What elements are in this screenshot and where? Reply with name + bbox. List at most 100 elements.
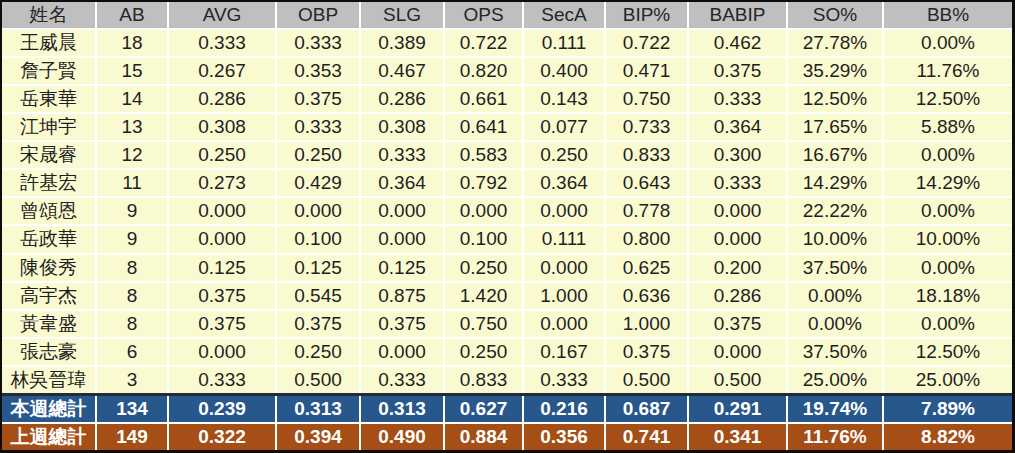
player-name-cell: 高宇杰 (2, 282, 96, 310)
stat-cell: 0.00% (787, 282, 883, 310)
stat-cell: 12.50% (883, 338, 1012, 366)
stat-cell: 37.50% (787, 338, 883, 366)
stat-cell: 0.250 (444, 254, 523, 282)
stat-cell: 0.250 (168, 141, 276, 169)
stat-cell: 0.100 (276, 225, 360, 253)
stat-cell: 6 (96, 338, 168, 366)
stat-cell: 5.88% (883, 113, 1012, 141)
total-stat-cell: 0.356 (523, 423, 605, 450)
stat-cell: 0.583 (444, 141, 523, 169)
total-stat-cell: 8.82% (883, 423, 1012, 450)
player-name-cell: 詹子賢 (2, 57, 96, 85)
stat-cell: 0.733 (605, 113, 688, 141)
player-name-cell: 宋晟睿 (2, 141, 96, 169)
table-row: 岳東華140.2860.3750.2860.6610.1430.7500.333… (2, 85, 1012, 113)
total-stat-cell: 0.627 (444, 394, 523, 423)
stat-cell: 0.308 (360, 113, 444, 141)
stat-cell: 12.50% (883, 85, 1012, 113)
table-body: 王威晨180.3330.3330.3890.7220.1110.7220.462… (2, 29, 1012, 450)
stat-cell: 0.333 (523, 366, 605, 395)
stat-cell: 0.636 (605, 282, 688, 310)
header-cell-slg: SLG (360, 2, 444, 29)
stat-cell: 0.875 (360, 282, 444, 310)
stat-cell: 0.375 (688, 57, 787, 85)
table-row: 王威晨180.3330.3330.3890.7220.1110.7220.462… (2, 29, 1012, 57)
total-row-last-week: 上週總計1490.3220.3940.4900.8840.3560.7410.3… (2, 423, 1012, 450)
total-stat-cell: 134 (96, 394, 168, 423)
stat-cell: 0.353 (276, 57, 360, 85)
total-stat-cell: 19.74% (787, 394, 883, 423)
header-cell-seca: SecA (523, 2, 605, 29)
header-row: 姓名ABAVGOBPSLGOPSSecABIP%BABIPSO%BB% (2, 2, 1012, 29)
stat-cell: 0.364 (360, 169, 444, 197)
player-name-cell: 黃韋盛 (2, 310, 96, 338)
header-cell-ab: AB (96, 2, 168, 29)
table-row: 高宇杰80.3750.5450.8751.4201.0000.6360.2860… (2, 282, 1012, 310)
player-name-cell: 江坤宇 (2, 113, 96, 141)
total-stat-cell: 0.490 (360, 423, 444, 450)
total-stat-cell: 0.394 (276, 423, 360, 450)
stat-cell: 0.467 (360, 57, 444, 85)
stat-cell: 18.18% (883, 282, 1012, 310)
stat-cell: 0.462 (688, 29, 787, 57)
stat-cell: 27.78% (787, 29, 883, 57)
stat-cell: 37.50% (787, 254, 883, 282)
stat-cell: 0.333 (168, 366, 276, 395)
stat-cell: 22.22% (787, 197, 883, 225)
player-name-cell: 曾頌恩 (2, 197, 96, 225)
stat-cell: 0.286 (688, 282, 787, 310)
header-cell-babip: BABIP (688, 2, 787, 29)
stat-cell: 13 (96, 113, 168, 141)
stat-cell: 8 (96, 310, 168, 338)
stat-cell: 0.167 (523, 338, 605, 366)
table-row: 岳政華90.0000.1000.0000.1000.1110.8000.0001… (2, 225, 1012, 253)
table-row: 許基宏110.2730.4290.3640.7920.3640.6430.333… (2, 169, 1012, 197)
stat-cell: 0.750 (605, 85, 688, 113)
header-cell-ops: OPS (444, 2, 523, 29)
stat-cell: 0.125 (276, 254, 360, 282)
stat-cell: 0.333 (276, 29, 360, 57)
stat-cell: 0.111 (523, 29, 605, 57)
table-row: 宋晟睿120.2500.2500.3330.5830.2500.8330.300… (2, 141, 1012, 169)
stat-cell: 0.000 (523, 254, 605, 282)
stat-cell: 11 (96, 169, 168, 197)
stat-cell: 0.471 (605, 57, 688, 85)
stat-cell: 0.389 (360, 29, 444, 57)
stat-cell: 0.375 (360, 310, 444, 338)
stat-cell: 1.000 (605, 310, 688, 338)
stat-cell: 0.000 (688, 197, 787, 225)
table-row: 黃韋盛80.3750.3750.3750.7500.0001.0000.3750… (2, 310, 1012, 338)
total-row-label: 上週總計 (2, 423, 96, 450)
stat-cell: 35.29% (787, 57, 883, 85)
stat-cell: 0.000 (168, 338, 276, 366)
table-header: 姓名ABAVGOBPSLGOPSSecABIP%BABIPSO%BB% (2, 2, 1012, 29)
stat-cell: 0.333 (168, 29, 276, 57)
table-row: 林吳晉瑋30.3330.5000.3330.8330.3330.5000.500… (2, 366, 1012, 395)
stat-cell: 0.833 (444, 366, 523, 395)
total-stat-cell: 11.76% (787, 423, 883, 450)
total-stat-cell: 0.687 (605, 394, 688, 423)
stat-cell: 0.333 (276, 113, 360, 141)
stat-cell: 0.375 (688, 310, 787, 338)
stat-cell: 0.333 (360, 141, 444, 169)
stat-cell: 17.65% (787, 113, 883, 141)
stat-cell: 0.125 (168, 254, 276, 282)
stat-cell: 0.100 (444, 225, 523, 253)
stat-cell: 0.820 (444, 57, 523, 85)
stat-cell: 14.29% (883, 169, 1012, 197)
stat-cell: 0.400 (523, 57, 605, 85)
stat-cell: 0.250 (276, 141, 360, 169)
stat-cell: 0.000 (523, 197, 605, 225)
stat-cell: 9 (96, 197, 168, 225)
stat-cell: 0.000 (360, 338, 444, 366)
stat-cell: 11.76% (883, 57, 1012, 85)
stat-cell: 0.00% (883, 29, 1012, 57)
stat-cell: 0.00% (883, 254, 1012, 282)
total-row-this-week: 本週總計1340.2390.3130.3130.6270.2160.6870.2… (2, 394, 1012, 423)
stat-cell: 10.00% (883, 225, 1012, 253)
stat-cell: 0.500 (688, 366, 787, 395)
table-row: 陳俊秀80.1250.1250.1250.2500.0000.6250.2003… (2, 254, 1012, 282)
table-row: 張志豪60.0000.2500.0000.2500.1670.3750.0003… (2, 338, 1012, 366)
stat-cell: 9 (96, 225, 168, 253)
stat-cell: 0.00% (883, 310, 1012, 338)
